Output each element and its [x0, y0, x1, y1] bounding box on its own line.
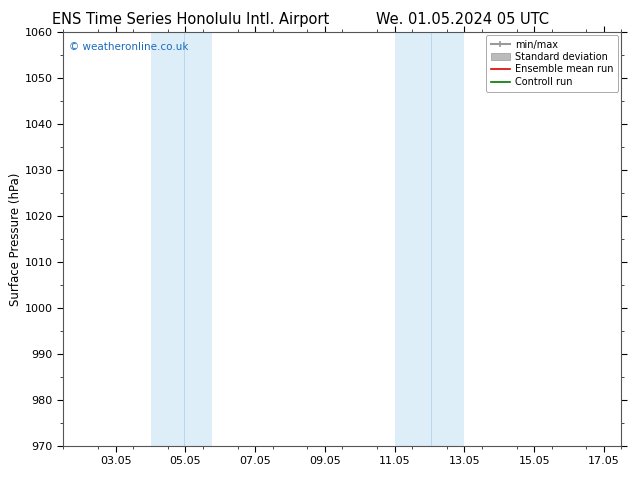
- Text: ENS Time Series Honolulu Intl. Airport: ENS Time Series Honolulu Intl. Airport: [51, 12, 329, 27]
- Y-axis label: Surface Pressure (hPa): Surface Pressure (hPa): [9, 172, 22, 306]
- Text: We. 01.05.2024 05 UTC: We. 01.05.2024 05 UTC: [377, 12, 549, 27]
- Bar: [150, 32, 212, 446]
- Legend: min/max, Standard deviation, Ensemble mean run, Controll run: min/max, Standard deviation, Ensemble me…: [486, 35, 618, 92]
- Bar: [394, 32, 464, 446]
- Text: © weatheronline.co.uk: © weatheronline.co.uk: [69, 42, 188, 52]
